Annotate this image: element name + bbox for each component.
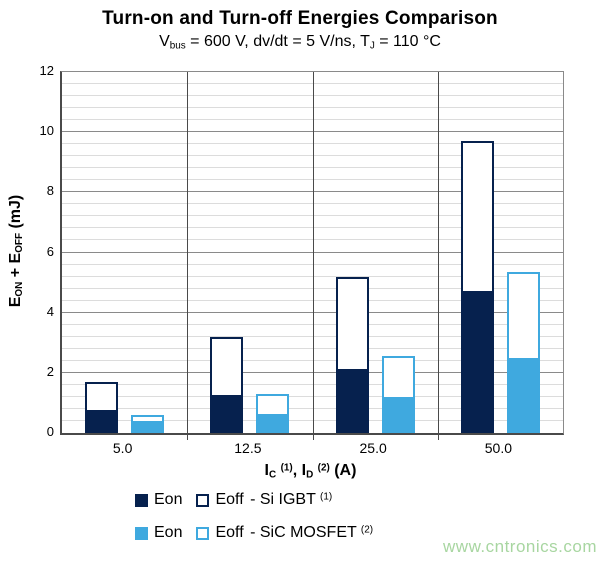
bar-si-igbt-5.0 — [85, 382, 119, 433]
chart-title: Turn-on and Turn-off Energies Comparison — [102, 8, 498, 29]
bar-eon-segment — [383, 397, 413, 431]
x-tick-label: 12.5 — [234, 440, 262, 456]
legend-device-label: - Si IGBT (1) — [250, 491, 333, 508]
bar-sic-mosfet-5.0 — [131, 415, 165, 433]
y-tick-label: 0 — [46, 424, 54, 439]
bar-sic-mosfet-50.0 — [506, 272, 540, 433]
legend-eoff-label: Eoff — [215, 491, 244, 508]
eoff-sic-swatch-icon — [196, 526, 210, 540]
legend-eon-label: Eon — [154, 524, 183, 541]
category-separator — [437, 72, 439, 440]
bar-si-igbt-12.5 — [210, 337, 244, 433]
bar-eon-segment — [258, 414, 288, 431]
plot-area — [60, 71, 564, 440]
y-tick-label: 2 — [46, 363, 54, 379]
legend-row-sic-mosfet: Eon Eoff - SiC MOSFET (2) — [135, 523, 373, 543]
x-tick-label: 5.0 — [112, 440, 133, 456]
eoff-igbt-swatch-icon — [196, 493, 210, 507]
y-tick-label: 10 — [39, 123, 54, 139]
bar-si-igbt-50.0 — [460, 141, 494, 433]
category-separator — [187, 72, 189, 440]
x-tick-label: 25.0 — [359, 440, 387, 456]
legend-row-si-igbt: Eon Eoff - Si IGBT (1) — [135, 490, 373, 510]
legend: Eon Eoff - Si IGBT (1) Eon Eoff - SiC MO… — [135, 490, 373, 556]
bar-eon-segment — [212, 395, 242, 431]
y-tick-label: 6 — [46, 243, 54, 259]
legend-eon-label: Eon — [154, 491, 183, 508]
bar-eon-segment — [508, 358, 538, 431]
category-separator — [312, 72, 314, 440]
x-axis-title: IC (1), ID (2) (A) — [264, 462, 357, 481]
eon-igbt-swatch-icon — [135, 493, 148, 507]
y-axis-title: EON + EOFF (mJ) — [6, 194, 26, 308]
chart-subtitle: Vbus = 600 V, dv/dt = 5 V/ns, TJ = 110 °… — [159, 33, 441, 52]
legend-device-label: - SiC MOSFET (2) — [250, 524, 374, 541]
y-tick-label: 4 — [46, 303, 54, 319]
y-tick-label: 12 — [39, 63, 54, 78]
legend-eoff-label: Eoff — [215, 524, 244, 541]
bar-si-igbt-25.0 — [335, 277, 369, 433]
bar-sic-mosfet-12.5 — [256, 394, 290, 433]
bar-eon-segment — [133, 421, 163, 431]
eon-sic-swatch-icon — [135, 526, 148, 540]
y-tick-label: 8 — [46, 183, 54, 199]
x-tick-label: 50.0 — [484, 440, 512, 456]
bar-sic-mosfet-25.0 — [381, 356, 415, 433]
bar-eon-segment — [462, 291, 492, 431]
bar-eon-segment — [87, 410, 117, 431]
bar-eon-segment — [337, 369, 367, 431]
watermark: www.cntronics.com — [443, 537, 597, 556]
